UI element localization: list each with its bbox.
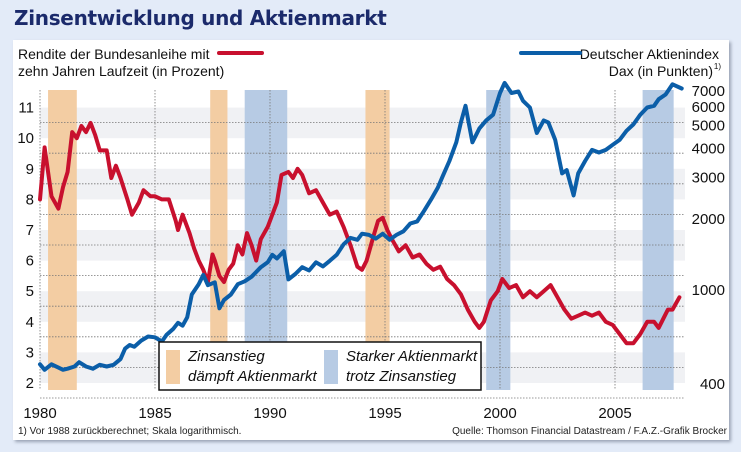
x-tick-label: 2005 [598, 405, 631, 422]
shaded-period-strong_market [244, 90, 288, 390]
right-tick-label: 6000 [692, 99, 725, 116]
left-tick-label: 11 [18, 100, 34, 117]
footnote: 1) Vor 1988 zurückberechnet; Skala logar… [18, 426, 242, 437]
source-note: Quelle: Thomson Financial Datastream / F… [452, 426, 727, 437]
right-tick-label: 1000 [692, 282, 725, 299]
shaded-period-strong_market [642, 90, 674, 390]
shaded-period-rate_hike [210, 90, 228, 390]
dax-series-line [38, 80, 684, 372]
legend-swatch-strong-market [324, 350, 338, 384]
right-axis-footnote-mark: 1) [713, 62, 721, 71]
left-axis-label-line2: zehn Jahren Laufzeit (in Prozent) [18, 63, 225, 79]
legend-label-strong-market-line2: trotz Zinsanstieg [346, 368, 457, 385]
right-tick-label: 3000 [692, 170, 725, 187]
right-tick-label: 400 [700, 376, 725, 393]
legend-box [158, 341, 482, 391]
right-tick-label: 7000 [692, 83, 725, 100]
left-tick-label: 3 [26, 344, 34, 361]
right-tick-label: 2000 [692, 211, 725, 228]
right-axis-label-line1: Deutscher Aktienindex [579, 46, 719, 62]
legend-label-rate-hike-line1: Zinsanstieg [187, 348, 265, 365]
left-tick-label: 2 [26, 375, 34, 392]
right-tick-label: 5000 [692, 117, 725, 134]
rendite-series-line [38, 120, 682, 346]
shaded-period-rate_hike [365, 90, 390, 390]
chart-title: Zinsentwicklung und Aktienmarkt [14, 6, 387, 30]
x-tick-label: 1980 [23, 405, 56, 422]
left-tick-label: 5 [26, 283, 34, 300]
x-tick-label: 2000 [483, 405, 516, 422]
x-tick-label: 1985 [138, 405, 171, 422]
left-tick-label: 9 [26, 161, 34, 178]
x-tick-label: 1990 [253, 405, 286, 422]
left-tick-label: 4 [26, 314, 34, 331]
left-tick-label: 8 [26, 191, 34, 208]
shaded-period-strong_market [486, 90, 511, 390]
legend-label-strong-market-line1: Starker Aktienmarkt [346, 348, 478, 365]
x-tick-label: 1995 [368, 405, 401, 422]
left-tick-label: 6 [26, 253, 34, 270]
right-tick-label: 4000 [692, 140, 725, 157]
left-tick-label: 7 [26, 222, 34, 239]
left-axis-label-line1: Rendite der Bundesanleihe mit [18, 46, 210, 62]
right-axis-label-line2: Dax (in Punkten) [608, 63, 713, 79]
legend-label-rate-hike-line2: dämpft Aktienmarkt [188, 368, 317, 385]
legend-swatch-rate-hike [166, 350, 180, 384]
left-tick-label: 10 [17, 130, 34, 147]
